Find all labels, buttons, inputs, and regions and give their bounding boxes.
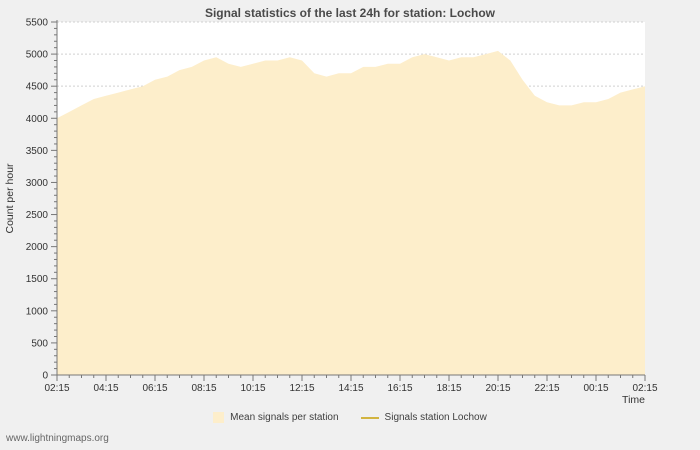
x-tick-label: 20:15: [485, 383, 510, 394]
y-tick-label: 3000: [26, 178, 49, 189]
y-tick-label: 1000: [26, 306, 49, 317]
y-tick-label: 1500: [26, 274, 49, 285]
mean-signals-area-series: [57, 50, 645, 376]
y-tick-label: 500: [31, 338, 48, 349]
x-tick-label: 14:15: [338, 383, 363, 394]
x-tick-label: 08:15: [191, 383, 216, 394]
y-tick-label: 5000: [26, 50, 49, 61]
y-tick-label: 2500: [26, 210, 49, 221]
line-swatch-icon: [360, 416, 379, 419]
y-tick-label: 4500: [26, 82, 49, 93]
area-swatch-icon: [213, 412, 225, 423]
x-tick-label: 02:15: [632, 383, 657, 394]
x-tick-label: 06:15: [142, 383, 167, 394]
legend-label-station-line: Signals station Lochow: [384, 412, 487, 423]
x-tick-label: 18:15: [436, 383, 461, 394]
x-tick-label: 12:15: [289, 383, 314, 394]
y-tick-label: 5500: [26, 18, 49, 29]
y-tick-label: 0: [42, 371, 48, 382]
legend-item-station-line: Signals station Lochow: [360, 412, 487, 423]
legend-label-mean-signals: Mean signals per station: [230, 412, 339, 423]
y-axis-label: Count per hour: [4, 163, 16, 234]
y-tick-label: 2000: [26, 242, 49, 253]
x-tick-label: 02:15: [44, 383, 69, 394]
y-tick-label: 4000: [26, 114, 49, 125]
x-axis-label: Time: [622, 394, 645, 406]
x-tick-label: 04:15: [93, 383, 118, 394]
x-tick-label: 00:15: [583, 383, 608, 394]
x-tick-label: 10:15: [240, 383, 265, 394]
x-tick-label: 16:15: [387, 383, 412, 394]
y-tick-label: 3500: [26, 146, 49, 157]
chart-legend: Mean signals per station Signals station…: [0, 412, 700, 423]
x-tick-label: 22:15: [534, 383, 559, 394]
chart-title: Signal statistics of the last 24h for st…: [204, 6, 496, 20]
legend-item-mean-signals: Mean signals per station: [213, 412, 339, 423]
signal-statistics-chart: 0 500 1000 1500 2000 2500 3000 3500 4000 4500 5000…: [4, 18, 658, 407]
watermark-link[interactable]: www.lightningmaps.org: [6, 433, 109, 444]
